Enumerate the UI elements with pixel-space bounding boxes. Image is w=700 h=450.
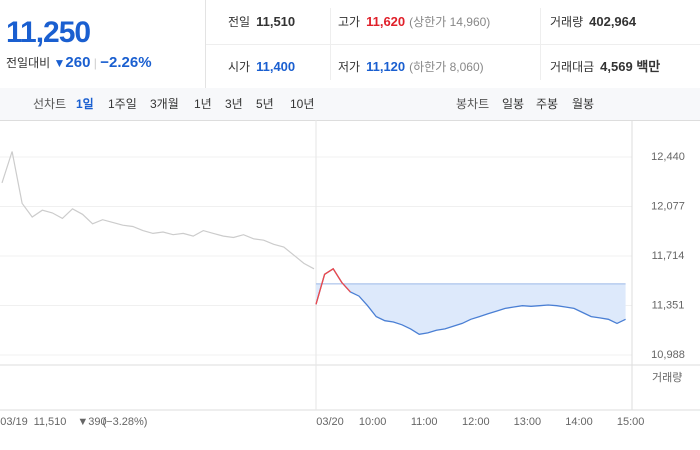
stat-label: 거래량 (550, 15, 584, 29)
stat: 저가 11,120 (하한가 8,060) (338, 57, 484, 77)
tab[interactable]: 10년 (290, 97, 315, 111)
y-tick-label: 12,077 (651, 200, 685, 212)
price-box: 11,250 전일대비 ▼260 | −2.26% (0, 0, 206, 88)
tab-bar: 선차트 1일 1주일 3개월 1년 3년 5년 10년 봉차트 일봉 주봉 월봉 (0, 88, 700, 121)
change-value: 260 (65, 54, 91, 71)
stat: 거래대금 4,569 백만 (550, 57, 660, 77)
stat-note: (하한가 8,060) (409, 60, 484, 74)
change-label: 전일대비 (6, 56, 51, 70)
tab[interactable]: 1일 (76, 97, 94, 111)
prev-day-info: (−3.28%) (103, 416, 148, 428)
x-tick-label: 03/20 (316, 416, 344, 428)
y-tick-label: 11,714 (652, 250, 685, 262)
y-tick-label: 12,440 (651, 151, 685, 163)
stat-value: 11,400 (256, 59, 296, 74)
y-tick-label: 11,351 (652, 299, 685, 311)
prev-day-info: 11,510 (34, 416, 67, 428)
change-pct: −2.26% (100, 54, 152, 71)
prev-day-info: ▼390 (77, 416, 106, 428)
divider (206, 44, 700, 45)
stat-label: 시가 (228, 60, 251, 74)
line-today (315, 267, 626, 335)
tab-group-label: 봉차트 (456, 97, 490, 111)
tab[interactable]: 주봉 (536, 97, 559, 111)
x-tick-label: 15:00 (617, 416, 645, 428)
tab[interactable]: 1년 (194, 97, 212, 111)
price: 11,250 (6, 16, 91, 49)
stat: 고가 11,620 (상한가 14,960) (338, 12, 490, 32)
stat-label: 전일 (228, 15, 251, 29)
tab[interactable]: 3년 (225, 97, 243, 111)
x-tick-label: 12:00 (462, 416, 490, 428)
stat-note: (상한가 14,960) (409, 15, 491, 29)
stat-label: 거래대금 (550, 60, 595, 74)
stat-value: 402,964 (589, 14, 637, 29)
stat-value: 11,510 (256, 14, 296, 29)
tab[interactable]: 월봉 (572, 97, 595, 111)
x-tick-label: 13:00 (514, 416, 542, 428)
x-tick-label: 11:00 (411, 416, 438, 428)
volume-label: 거래량 (652, 371, 682, 384)
stat: 시가 11,400 (228, 57, 295, 77)
line-prev-day (1, 151, 315, 270)
stat-label: 저가 (338, 60, 361, 74)
stat-value: 4,569 백만 (600, 59, 661, 74)
x-tick-label: 10:00 (359, 416, 387, 428)
tab[interactable]: 1주일 (108, 97, 137, 111)
stat-value: 11,120 (366, 59, 406, 74)
change: 전일대비 ▼260 | −2.26% (6, 54, 152, 71)
tab[interactable]: 3개월 (150, 97, 179, 111)
x-tick-label: 14:00 (565, 416, 593, 428)
prev-day-info: 03/19 (0, 416, 28, 428)
stat-value: 11,620 (366, 14, 406, 29)
tab-group-label: 선차트 (33, 97, 67, 111)
line-today-up (315, 267, 351, 305)
header: 11,250 전일대비 ▼260 | −2.26% 전일 11,510 고가 11,6… (0, 0, 700, 89)
stat-label: 고가 (338, 15, 361, 29)
y-tick-label: 10,988 (651, 349, 685, 361)
divider (330, 8, 331, 80)
stat: 거래량 402,964 (550, 12, 636, 32)
tab[interactable]: 일봉 (502, 97, 525, 111)
divider (540, 8, 541, 80)
area-below-close (316, 283, 626, 335)
stat: 전일 11,510 (228, 12, 295, 32)
tab[interactable]: 5년 (256, 97, 274, 111)
